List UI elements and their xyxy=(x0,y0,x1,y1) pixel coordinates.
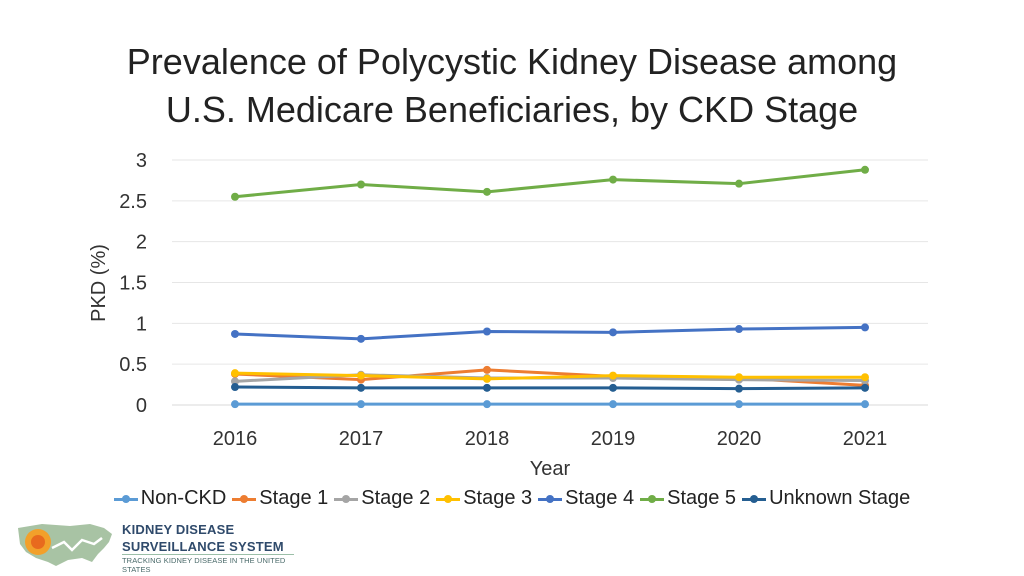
data-point xyxy=(357,180,365,189)
data-point xyxy=(483,365,491,374)
legend-item: Stage 2 xyxy=(334,487,430,510)
logo-title-line-1: KIDNEY DISEASE xyxy=(122,522,235,537)
data-point xyxy=(231,192,239,201)
data-point xyxy=(609,328,617,337)
y-tick-label: 3 xyxy=(136,150,147,172)
y-tick-label: 0.5 xyxy=(119,354,147,376)
x-tick-label: 2018 xyxy=(465,428,510,450)
y-axis-title: PKD (%) xyxy=(88,244,110,322)
legend-swatch-icon xyxy=(538,493,563,505)
kdss-logo: KIDNEY DISEASE SURVEILLANCE SYSTEM TRACK… xyxy=(12,518,294,574)
data-point xyxy=(735,384,743,393)
data-point xyxy=(231,377,239,386)
legend-item: Unknown Stage xyxy=(742,487,910,510)
legend-label: Stage 1 xyxy=(259,487,329,509)
data-point xyxy=(231,383,239,392)
data-point xyxy=(609,371,617,380)
data-point xyxy=(357,383,365,392)
legend-item: Non-CKD xyxy=(113,487,227,510)
chart-legend: Non-CKD Stage 1 Stage 2 Stage 3 Stage 4 Stage… xyxy=(0,487,1024,510)
legend-swatch-icon xyxy=(232,493,257,505)
chart-title: Prevalence of Polycystic Kidney Disease … xyxy=(0,38,1024,134)
legend-swatch-icon xyxy=(113,493,138,505)
data-point xyxy=(483,383,491,392)
line-chart: 0 0.5 1 1.5 2 2.5 3 2016 2017 2018 2019 2020 2021 Yea… xyxy=(88,150,928,480)
data-point xyxy=(735,373,743,382)
chart-title-line-2: U.S. Medicare Beneficiaries, by CKD Stag… xyxy=(165,89,859,130)
legend-swatch-icon xyxy=(742,493,767,505)
data-point xyxy=(483,327,491,336)
data-point xyxy=(231,400,239,409)
data-point xyxy=(357,371,365,380)
series-line xyxy=(234,385,866,391)
legend-label: Stage 2 xyxy=(361,487,431,509)
logo-title-line-2: SURVEILLANCE SYSTEM xyxy=(122,539,284,554)
data-point xyxy=(483,374,491,383)
data-point xyxy=(357,400,365,409)
y-tick-label: 1.5 xyxy=(119,273,147,295)
legend-label: Stage 4 xyxy=(565,487,635,509)
data-point xyxy=(861,323,869,332)
series-line xyxy=(234,168,866,199)
y-tick-label: 2.5 xyxy=(119,191,147,213)
data-point xyxy=(609,383,617,392)
data-point xyxy=(861,400,869,409)
data-point xyxy=(483,400,491,409)
x-tick-label: 2017 xyxy=(339,428,384,450)
logo-divider xyxy=(122,554,294,555)
x-axis-title: Year xyxy=(530,458,571,480)
data-point xyxy=(609,175,617,184)
data-point xyxy=(861,165,869,174)
data-point xyxy=(735,325,743,334)
legend-item: Stage 5 xyxy=(640,487,736,510)
legend-item: Stage 3 xyxy=(436,487,532,510)
y-tick-label: 1 xyxy=(136,313,147,335)
y-tick-label: 0 xyxy=(136,395,147,417)
us-map-logo-icon xyxy=(18,524,112,566)
legend-item: Stage 4 xyxy=(538,487,634,510)
logo-tagline: TRACKING KIDNEY DISEASE IN THE UNITED ST… xyxy=(122,556,286,574)
x-tick-label: 2020 xyxy=(717,428,762,450)
legend-swatch-icon xyxy=(640,493,665,505)
data-point xyxy=(483,187,491,196)
legend-item: Stage 1 xyxy=(232,487,328,510)
legend-swatch-icon xyxy=(436,493,461,505)
x-tick-label: 2016 xyxy=(213,428,258,450)
legend-label: Stage 3 xyxy=(463,487,533,509)
legend-label: Non-CKD xyxy=(140,487,227,509)
data-point xyxy=(735,400,743,409)
chart-title-line-1: Prevalence of Polycystic Kidney Disease … xyxy=(126,41,898,82)
data-point xyxy=(861,373,869,382)
y-tick-label: 2 xyxy=(136,232,147,254)
legend-label: Unknown Stage xyxy=(769,487,911,509)
data-point xyxy=(357,334,365,343)
data-point xyxy=(609,400,617,409)
series-line xyxy=(234,325,866,341)
data-point xyxy=(735,179,743,188)
x-tick-label: 2019 xyxy=(591,428,636,450)
data-point xyxy=(861,383,869,392)
legend-label: Stage 5 xyxy=(667,487,737,509)
x-tick-label: 2021 xyxy=(843,428,888,450)
legend-swatch-icon xyxy=(334,493,359,505)
data-point xyxy=(231,369,239,378)
series-line xyxy=(234,371,865,381)
data-point xyxy=(231,329,239,338)
